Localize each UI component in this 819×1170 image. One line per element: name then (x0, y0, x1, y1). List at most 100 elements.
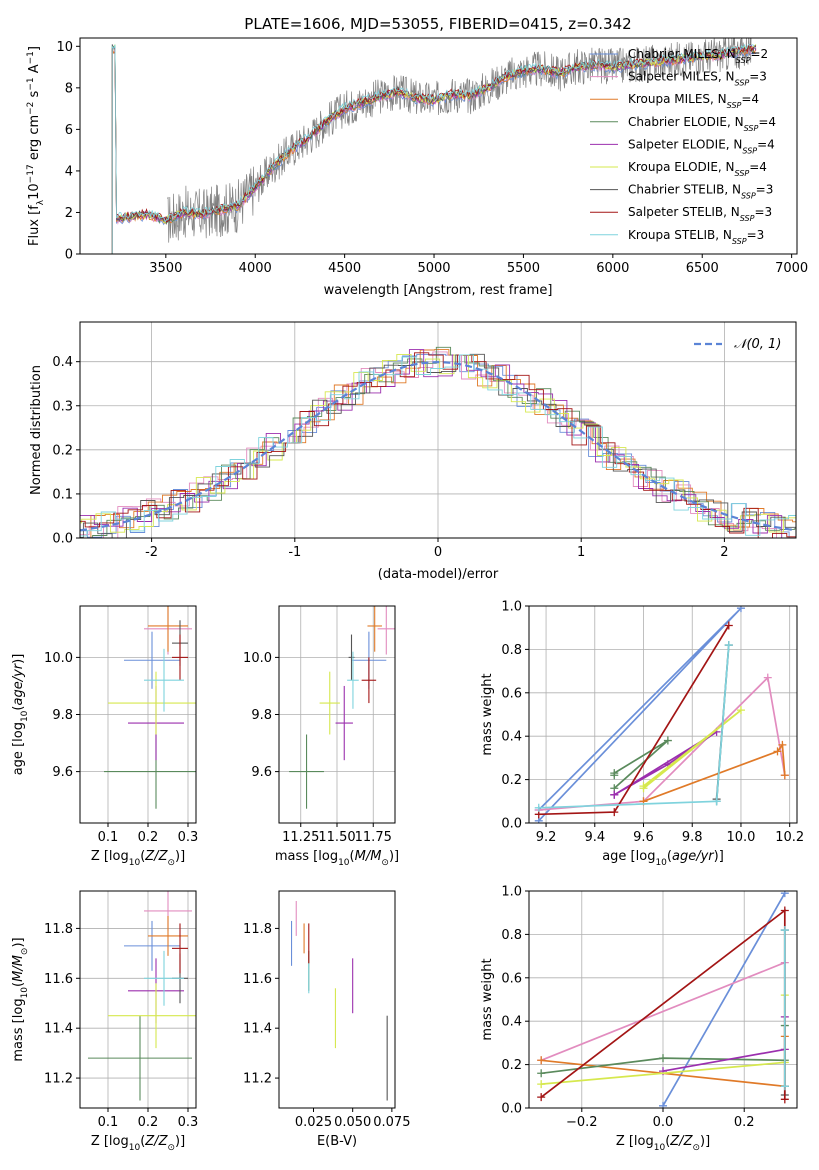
model-spectrum-8 (111, 43, 756, 254)
weight-marker (736, 606, 745, 613)
x-axis-label-part: ( (140, 1134, 145, 1149)
x-tick-label: −0.2 (566, 1115, 598, 1130)
weight-marker (663, 736, 672, 745)
x-tick-label: 9.6 (633, 830, 654, 845)
legend-sub: SSP (742, 146, 757, 155)
y-axis-label: Normed distribution (29, 365, 44, 495)
legend-text: Salpeter MILES, N (628, 70, 735, 84)
y-axis-label: mass weight (480, 673, 495, 755)
legend-sub: SSP (741, 191, 756, 200)
y-tick-label: 11.8 (243, 922, 272, 937)
x-tick-label: 0.050 (334, 1115, 371, 1130)
y-tick-label: 0.2 (501, 773, 522, 788)
y-tick-label: 9.8 (251, 708, 272, 723)
weight-marker (537, 1080, 546, 1089)
age-vs-metallicity-panel: 0.1 0.2 0.39.69.810.0Z [log10(Z/Z⊙)]age [l… (11, 605, 198, 868)
x-tick-label: 0.0 (653, 1115, 674, 1130)
x-tick-label: -2 (145, 545, 158, 560)
y-axis-label: age [log10(age/yr)] (11, 654, 30, 776)
y-axis-label-part: ⊙ (20, 948, 30, 956)
legend-entry: Chabrier STELIB, NSSP=3 (628, 183, 773, 201)
y-tick-label: 0.2 (52, 443, 73, 458)
weight-marker (780, 771, 789, 780)
x-tick-label: 0.2 (138, 830, 159, 845)
y-tick-label: 0.4 (501, 730, 522, 745)
y-tick-label: 0.8 (501, 643, 522, 658)
y-axis-label-part: λ (36, 199, 46, 205)
residual-histogram-5 (80, 353, 796, 533)
x-axis-label-part: Z [log (616, 1134, 654, 1149)
residual-histogram-6 (80, 353, 796, 538)
y-tick-label: 4 (65, 164, 73, 179)
plot-area (289, 606, 395, 809)
weight-marker (780, 926, 789, 935)
x-tick-label: 9.8 (682, 830, 703, 845)
y-tick-label: 10.0 (44, 651, 73, 666)
residual-histogram-2 (80, 349, 796, 538)
legend-entry: Kroupa ELODIE, NSSP=4 (628, 160, 767, 178)
plot-area (80, 346, 796, 538)
weight-marker (610, 790, 619, 799)
y-axis-label-part: s (27, 90, 42, 101)
age-vs-mass-panel: 11.25 11.50 11.75 9.6 9.8 10.0 mass [log10(M/M… (243, 605, 399, 868)
x-tick-label: 6500 (686, 261, 719, 276)
y-tick-label: 0.0 (52, 532, 73, 547)
y-tick-label: 0.3 (52, 399, 73, 414)
residual-histogram-7 (80, 352, 796, 538)
y-axis-label-part: age [log (11, 722, 26, 775)
y-axis-label: mass [log10(M/M⊙)] (11, 937, 30, 1061)
y-axis-label-part: −2 (26, 102, 36, 115)
x-axis-label: E(B-V) (317, 1134, 357, 1149)
x-axis-label-part: ⊙ (167, 1143, 175, 1153)
y-tick-label: 0.1 (52, 487, 73, 502)
x-axis-label-part: M/M (355, 849, 382, 864)
y-axis-label-part: 10 (27, 183, 42, 200)
x-tick-label: 0.3 (178, 1115, 199, 1130)
x-tick-label: 11.50 (318, 830, 355, 845)
y-tick-label: 11.4 (243, 1022, 272, 1037)
y-axis-label-part: age/yr (11, 662, 26, 705)
legend-sub: SSP (740, 214, 755, 223)
weight-marker (763, 673, 772, 682)
weight-marker (610, 771, 619, 780)
x-tick-label: 9.2 (536, 830, 557, 845)
x-axis-label-part: mass [log (275, 849, 338, 864)
legend-entry: Salpeter ELODIE, NSSP=4 (628, 137, 775, 155)
x-tick-label: 0.025 (295, 1115, 332, 1130)
weight-vs-metallicity-panel: −0.2 0.0 0.2 0.0 0.2 0.4 0.6 0.8 1.0 Z [log10(Z/Z… (480, 885, 798, 1153)
y-axis-label-part: )] (11, 937, 26, 947)
y-axis-label-part: M/M (11, 955, 26, 982)
residual-histogram-0 (80, 353, 796, 538)
legend-suffix: =2 (750, 47, 768, 61)
legend-sub: SSP (735, 78, 750, 87)
mass-vs-metallicity-panel: 0.1 0.2 0.311.211.411.611.8Z [log10(Z/Z⊙)]… (11, 890, 199, 1153)
y-axis-label-part: ( (11, 706, 26, 711)
y-tick-label: 0.0 (501, 817, 522, 832)
axes-frame (528, 605, 798, 824)
y-axis-label-part: 10 (20, 987, 30, 999)
x-axis-label-part: E(B-V) (317, 1134, 357, 1149)
weight-marker (537, 1069, 546, 1078)
y-tick-label: 8 (65, 81, 73, 96)
y-axis-label-part: A (27, 64, 42, 77)
x-axis-label: mass [log10(M/M⊙)] (275, 849, 399, 868)
x-axis-label-part: age/yr (672, 849, 715, 864)
legend-suffix: =4 (757, 137, 775, 151)
x-axis-label-part: )] (700, 1134, 710, 1149)
y-axis-label: Flux [fλ10−17 erg cm−2 s−1 A−1] (26, 46, 46, 246)
legend-sub: SSP (732, 236, 747, 245)
y-tick-label: 9.6 (251, 765, 272, 780)
weight-marker (639, 784, 648, 793)
y-axis-label-part: Flux [f (27, 205, 42, 246)
weight-line-1 (540, 961, 786, 1062)
x-axis-label: (data-model)/error (378, 567, 499, 582)
figure-title: PLATE=1606, MJD=53055, FIBERID=0415, z=0… (244, 15, 631, 33)
y-tick-label: 0.4 (52, 355, 73, 370)
x-axis-label-part: Z/Z (144, 849, 168, 864)
weight-marker (712, 797, 721, 806)
x-axis-label-part: 10 (338, 858, 350, 868)
legend-text: Chabrier ELODIE, N (628, 115, 744, 129)
x-axis-label-part: age [log (602, 849, 655, 864)
y-tick-label: 10 (56, 40, 73, 55)
